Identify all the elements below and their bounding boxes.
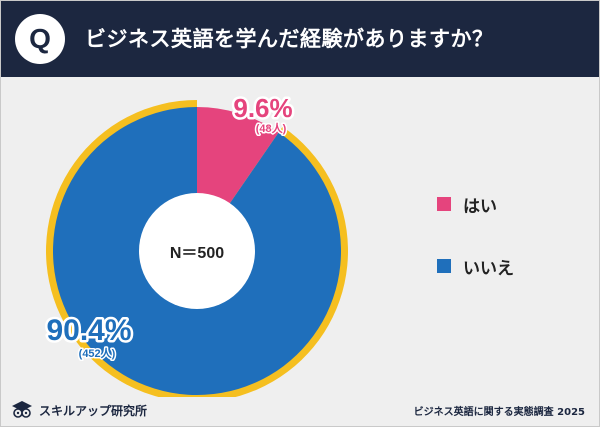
slice-count-label-1: (452人)	[79, 346, 116, 360]
q-badge-letter: Q	[29, 23, 51, 54]
page-title: ビジネス英語を学んだ経験がありますか？	[85, 27, 494, 51]
legend-item-yes: はい	[437, 191, 514, 217]
center-label: N＝500	[170, 245, 224, 262]
donut-hole	[139, 193, 255, 309]
header-bar: Q ビジネス英語を学んだ経験がありますか？	[1, 1, 599, 77]
legend-swatch-no	[437, 259, 451, 273]
logo-text: スキルアップ研究所	[39, 403, 148, 418]
slice-percent-label-1: 90.4%	[46, 314, 131, 347]
slice-labels: 9.6%(48人) 90.4%(452人)	[44, 91, 295, 362]
legend-label-yes: はい	[463, 196, 497, 217]
slice-count-label-0: (48人)	[256, 121, 287, 135]
q-badge-icon: Q	[15, 14, 65, 64]
legend-label-no: いいえ	[463, 258, 514, 279]
donut-chart: N＝500 9.6%(48人) 90.4%(452人)	[44, 91, 348, 397]
graduation-owl-icon	[12, 401, 32, 418]
source-note: ビジネス英語に関する実態調査 2025	[413, 407, 585, 418]
footer-logo: スキルアップ研究所	[11, 399, 147, 421]
legend: はい いいえ	[437, 191, 514, 315]
legend-swatch-yes	[437, 197, 451, 211]
legend-item-no: いいえ	[437, 253, 514, 279]
slice-percent-label-0: 9.6%	[233, 93, 292, 123]
